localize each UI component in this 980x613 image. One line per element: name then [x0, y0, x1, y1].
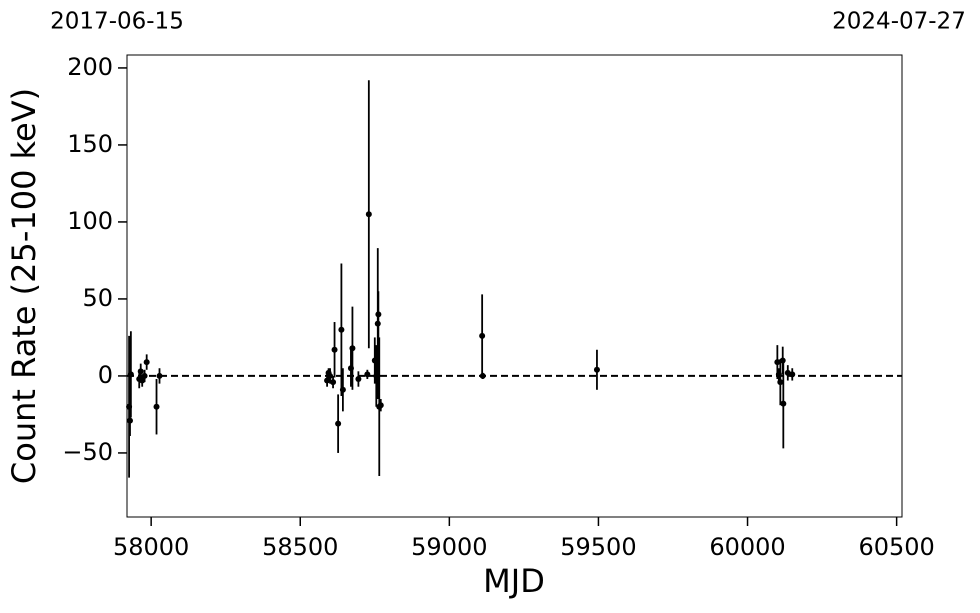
data-point [127, 371, 134, 378]
data-point [364, 371, 371, 378]
data-point [324, 377, 331, 384]
data-point [330, 379, 337, 386]
x-tick-label: 60500 [858, 533, 934, 561]
data-point [789, 371, 796, 378]
data-point [335, 420, 342, 427]
x-axis-label: MJD [483, 562, 545, 600]
y-tick-label: 150 [67, 130, 113, 158]
x-tick-label: 59000 [411, 533, 487, 561]
data-point [365, 211, 372, 218]
data-point [141, 372, 148, 379]
data-point [126, 417, 133, 424]
data-point [375, 311, 382, 318]
data-point [143, 359, 150, 366]
x-tick-label: 58000 [113, 533, 189, 561]
data-point [479, 372, 486, 379]
y-tick-label: 0 [98, 361, 113, 389]
data-point [777, 379, 784, 386]
data-point [137, 368, 144, 375]
plot-frame [126, 54, 903, 518]
data-point [349, 345, 356, 352]
data-point [327, 372, 334, 379]
y-tick-label: 50 [82, 284, 113, 312]
data-point [479, 332, 486, 339]
y-axis-label: Count Rate (25-100 keV) [5, 88, 43, 484]
data-point [339, 386, 346, 393]
x-tick-label: 58500 [262, 533, 338, 561]
data-point [338, 326, 345, 333]
top-date-label: 2017-06-15 [50, 9, 184, 35]
x-tick-label: 59500 [560, 533, 636, 561]
data-point [153, 403, 160, 410]
data-point [593, 366, 600, 373]
data-point [774, 359, 781, 366]
y-tick-label: −50 [62, 438, 113, 466]
data-point [377, 402, 384, 409]
x-tick-label: 60000 [709, 533, 785, 561]
y-tick-label: 100 [67, 207, 113, 235]
data-point [331, 346, 338, 353]
y-tick-label: 200 [67, 53, 113, 81]
data-point [355, 376, 362, 383]
data-point [156, 372, 163, 379]
top-date-label: 2024-07-27 [832, 9, 966, 35]
data-point [780, 400, 787, 407]
